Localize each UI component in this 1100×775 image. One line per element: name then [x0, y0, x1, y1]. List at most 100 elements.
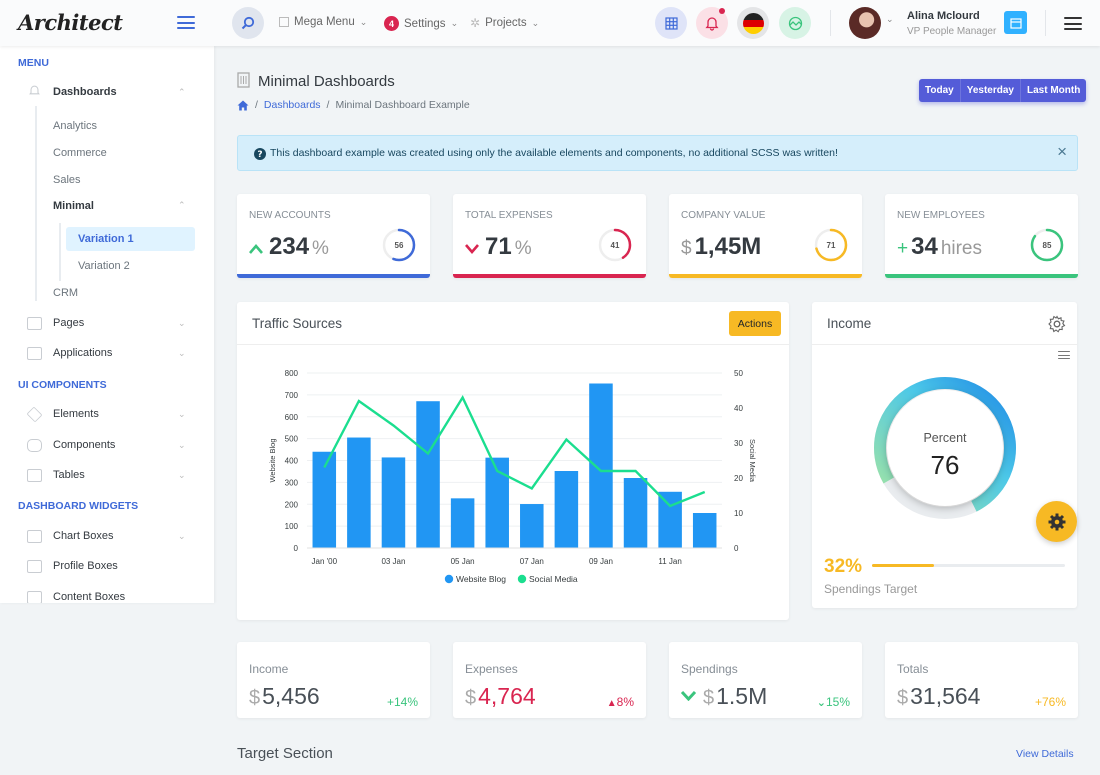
user-role: VP People Manager — [907, 26, 997, 37]
stat-ring-value: 85 — [1042, 240, 1052, 250]
language-button[interactable] — [737, 7, 769, 39]
table-icon — [27, 468, 42, 482]
chart-menu-button[interactable] — [1058, 351, 1070, 359]
y2-tick-label: 20 — [734, 474, 743, 483]
y-tick-label: 800 — [285, 369, 299, 378]
bar-website-blog — [450, 498, 475, 548]
user-avatar[interactable] — [849, 7, 881, 39]
apps-grid-button[interactable] — [655, 7, 687, 39]
chevron-up-icon: ⌃ — [178, 200, 186, 210]
stat-value: 71 — [485, 233, 512, 260]
y-tick-label: 300 — [285, 478, 299, 487]
sidebar-subitem-variation-2[interactable]: Variation 2 — [78, 260, 130, 272]
gear-icon — [1048, 513, 1065, 530]
sidebar-subitem-minimal[interactable]: Minimal — [53, 200, 94, 212]
summary-card: Income $ 5,456 +14% — [237, 642, 430, 718]
right-menu-button[interactable] — [1064, 17, 1082, 30]
summary-change: ▲8% — [607, 695, 634, 709]
sidebar-item-applications[interactable]: Applications ⌄ — [0, 342, 214, 364]
search-button[interactable] — [232, 7, 264, 39]
yesterday-button[interactable]: Yesterday — [961, 79, 1021, 102]
y2-tick-label: 40 — [734, 404, 743, 413]
calendar-button[interactable] — [1004, 11, 1027, 34]
sidebar-item-components[interactable]: Components ⌄ — [0, 434, 214, 456]
gear-icon[interactable] — [1048, 315, 1066, 333]
arrow-down-icon — [681, 690, 696, 701]
sidebar-subitem-crm[interactable]: CRM — [53, 287, 79, 299]
chevron-down-icon: ⌄ — [178, 530, 186, 541]
tree-line — [59, 223, 61, 281]
summary-value-group: $ 31,564 — [897, 683, 980, 710]
home-icon[interactable] — [237, 100, 249, 111]
sidebar-item-elements[interactable]: Elements ⌄ — [0, 403, 214, 425]
today-button[interactable]: Today — [919, 79, 961, 102]
sidebar-item-label: Elements — [53, 408, 99, 420]
sidebar-item-profile-boxes[interactable]: Profile Boxes — [0, 555, 214, 577]
gauge-fill — [874, 377, 1016, 512]
sidebar-item-dashboards[interactable]: Dashboards ⌃ — [0, 81, 214, 103]
breadcrumb-separator: / — [255, 99, 258, 111]
traffic-sources-card: Traffic Sources Actions 0 100 200 300 400 500… — [237, 302, 789, 620]
summary-label: Income — [249, 662, 289, 676]
y2-tick-label: 50 — [734, 369, 743, 378]
sidebar-item-pages[interactable]: Pages ⌄ — [0, 312, 214, 334]
chevron-down-icon: ⌄ — [531, 17, 540, 28]
sidebar-subitem-variation-1[interactable]: Variation 1 — [78, 233, 134, 245]
stat-progress-ring — [1030, 228, 1064, 262]
summary-change: ⌄15% — [817, 695, 850, 709]
caret-up-icon: ▲ — [606, 698, 617, 709]
line-social-media — [323, 394, 706, 508]
sidebar-item-content-boxes[interactable]: Content Boxes — [0, 586, 214, 603]
question-circle-icon: ? — [254, 148, 266, 160]
gauge-label: Percent — [923, 431, 967, 445]
currency-symbol: $ — [249, 687, 261, 709]
spendings-target-percent: 32% — [824, 556, 863, 577]
app-header: Architect Mega Menu ⌄ 4 Settings ⌄ ✲ Pro… — [0, 0, 1100, 46]
view-details-link[interactable]: View Details — [1016, 748, 1074, 760]
y-tick-label: 600 — [285, 413, 299, 422]
projects-label: Projects — [485, 17, 527, 29]
sidebar-subitem-commerce[interactable]: Commerce — [53, 147, 107, 159]
sidebar-heading-ui-components: UI Components — [18, 379, 107, 391]
summary-card: Totals $ 31,564 +76% — [885, 642, 1078, 718]
breadcrumb-current: Minimal Dashboard Example — [335, 99, 470, 111]
sidebar-item-chart-boxes[interactable]: Chart Boxes ⌄ — [0, 525, 214, 547]
x-tick-label: 03 Jan — [381, 557, 405, 566]
bar-website-blog — [312, 451, 337, 548]
breadcrumb-dashboards[interactable]: Dashboards — [263, 99, 321, 111]
sidebar-subitem-analytics[interactable]: Analytics — [53, 120, 98, 132]
settings-fab[interactable] — [1036, 501, 1077, 542]
user-name: Alina Mclourd — [907, 10, 980, 22]
activity-button[interactable] — [779, 7, 811, 39]
chevron-down-icon: ⌄ — [178, 439, 186, 450]
chevron-down-icon: ⌄ — [450, 18, 459, 28]
projects-menu-link[interactable]: ✲ Projects ⌄ — [470, 16, 539, 30]
info-alert: ? This dashboard example was created usi… — [237, 135, 1078, 171]
mega-menu-link[interactable]: Mega Menu ⌄ — [279, 16, 367, 28]
x-tick-label: Jan '00 — [312, 557, 338, 566]
summary-change: +76% — [1035, 695, 1066, 709]
stat-label: Total Expenses — [465, 210, 553, 221]
sidebar-item-tables[interactable]: Tables ⌄ — [0, 464, 214, 486]
stat-progress-ring — [598, 228, 632, 262]
sidebar-item-label: Components — [53, 439, 116, 451]
bell-icon — [705, 16, 719, 31]
header-divider — [830, 10, 831, 36]
app-logo[interactable]: Architect — [18, 10, 123, 35]
sidebar-toggle-button[interactable] — [177, 16, 195, 29]
notifications-button[interactable] — [696, 7, 728, 39]
content-icon — [27, 590, 42, 603]
close-icon[interactable]: × — [1057, 142, 1067, 161]
last-month-button[interactable]: Last Month — [1026, 85, 1081, 96]
breadcrumb: / Dashboards / Minimal Dashboard Example — [237, 99, 470, 111]
stat-accent-bar — [237, 274, 430, 278]
chevron-down-icon[interactable]: ⌄ — [886, 14, 894, 24]
bar-website-blog — [692, 513, 717, 548]
stat-unit: % — [312, 238, 329, 259]
sidebar-subitem-sales[interactable]: Sales — [53, 174, 81, 186]
stat-prefix: + — [897, 238, 909, 259]
y-tick-label: 0 — [294, 544, 299, 553]
actions-button[interactable]: Actions — [729, 311, 781, 336]
stat-unit: hires — [940, 238, 982, 259]
settings-menu-link[interactable]: 4 Settings ⌄ — [384, 16, 458, 31]
